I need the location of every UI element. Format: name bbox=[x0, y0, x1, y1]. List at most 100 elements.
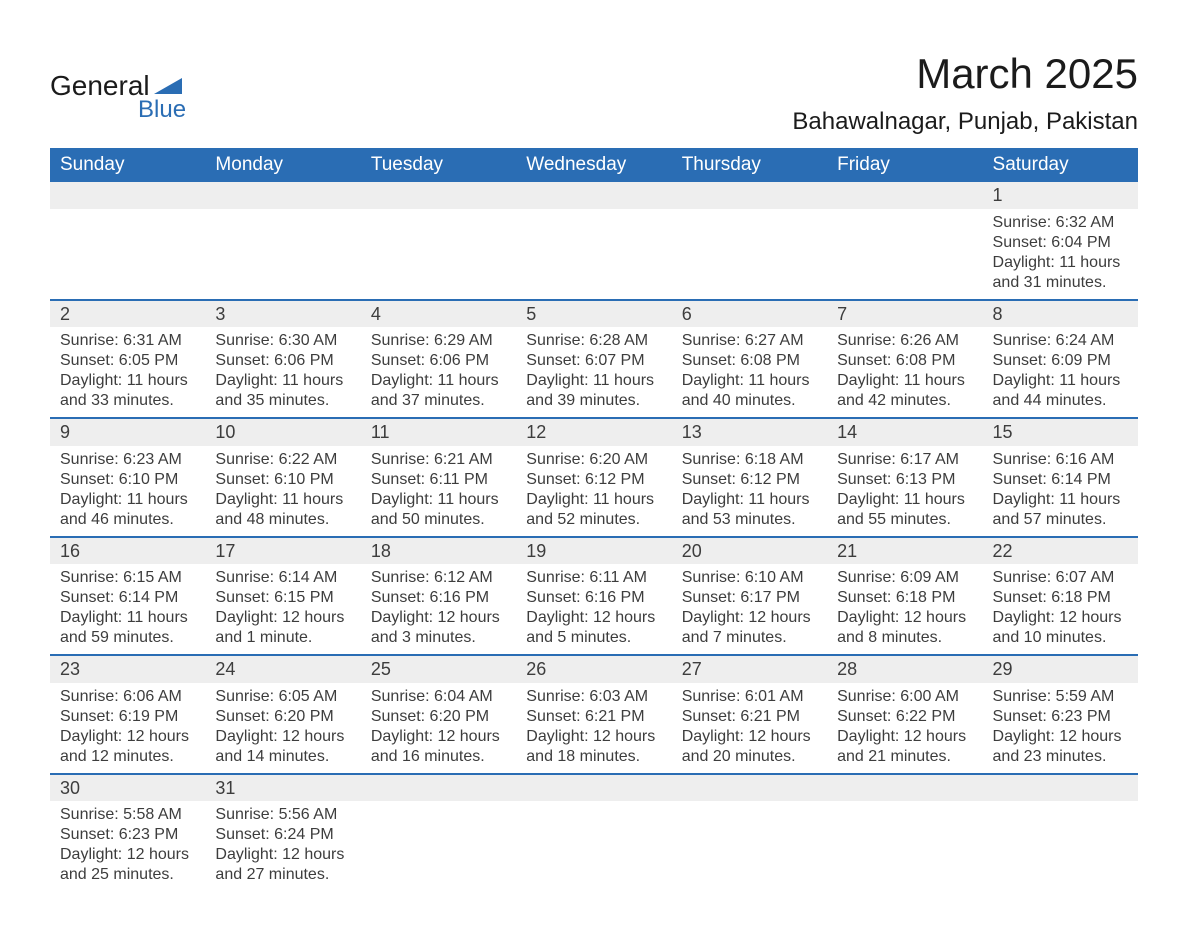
week-detail-row: Sunrise: 6:32 AMSunset: 6:04 PMDaylight:… bbox=[50, 209, 1138, 300]
sunrise-line: Sunrise: 6:21 AM bbox=[371, 450, 506, 470]
day-number-cell: 4 bbox=[361, 300, 516, 328]
logo-text-top: General bbox=[50, 70, 150, 102]
day-header: Saturday bbox=[983, 148, 1138, 182]
logo: General Blue bbox=[50, 70, 186, 124]
day-number-cell bbox=[516, 774, 671, 802]
day-detail-cell: Sunrise: 6:26 AMSunset: 6:08 PMDaylight:… bbox=[827, 327, 982, 418]
day-detail-cell: Sunrise: 6:20 AMSunset: 6:12 PMDaylight:… bbox=[516, 446, 671, 537]
daylight-line: Daylight: 11 hours and 42 minutes. bbox=[837, 371, 972, 411]
sunset-line: Sunset: 6:04 PM bbox=[993, 233, 1128, 253]
day-detail-cell: Sunrise: 6:11 AMSunset: 6:16 PMDaylight:… bbox=[516, 564, 671, 655]
day-number-cell: 18 bbox=[361, 537, 516, 565]
daylight-line: Daylight: 12 hours and 7 minutes. bbox=[682, 608, 817, 648]
sunrise-line: Sunrise: 6:14 AM bbox=[215, 568, 350, 588]
sunset-line: Sunset: 6:22 PM bbox=[837, 707, 972, 727]
daylight-line: Daylight: 12 hours and 21 minutes. bbox=[837, 727, 972, 767]
sunrise-line: Sunrise: 6:22 AM bbox=[215, 450, 350, 470]
day-number-cell: 16 bbox=[50, 537, 205, 565]
sunrise-line: Sunrise: 6:01 AM bbox=[682, 687, 817, 707]
daylight-line: Daylight: 11 hours and 44 minutes. bbox=[993, 371, 1128, 411]
sunset-line: Sunset: 6:14 PM bbox=[60, 588, 195, 608]
day-number-cell bbox=[827, 182, 982, 209]
day-number-cell bbox=[361, 182, 516, 209]
sunset-line: Sunset: 6:15 PM bbox=[215, 588, 350, 608]
sunset-line: Sunset: 6:05 PM bbox=[60, 351, 195, 371]
day-number-cell: 5 bbox=[516, 300, 671, 328]
sunrise-line: Sunrise: 6:26 AM bbox=[837, 331, 972, 351]
day-detail-cell: Sunrise: 6:15 AMSunset: 6:14 PMDaylight:… bbox=[50, 564, 205, 655]
day-number-cell: 8 bbox=[983, 300, 1138, 328]
day-detail-cell: Sunrise: 6:17 AMSunset: 6:13 PMDaylight:… bbox=[827, 446, 982, 537]
day-number-cell: 29 bbox=[983, 655, 1138, 683]
day-detail-cell: Sunrise: 6:07 AMSunset: 6:18 PMDaylight:… bbox=[983, 564, 1138, 655]
sunset-line: Sunset: 6:06 PM bbox=[215, 351, 350, 371]
day-number-cell: 6 bbox=[672, 300, 827, 328]
day-number-cell: 24 bbox=[205, 655, 360, 683]
sunrise-line: Sunrise: 6:16 AM bbox=[993, 450, 1128, 470]
sunset-line: Sunset: 6:20 PM bbox=[371, 707, 506, 727]
day-detail-cell: Sunrise: 6:29 AMSunset: 6:06 PMDaylight:… bbox=[361, 327, 516, 418]
sunrise-line: Sunrise: 6:23 AM bbox=[60, 450, 195, 470]
week-number-row: 3031 bbox=[50, 774, 1138, 802]
day-detail-cell: Sunrise: 6:24 AMSunset: 6:09 PMDaylight:… bbox=[983, 327, 1138, 418]
sunset-line: Sunset: 6:23 PM bbox=[993, 707, 1128, 727]
day-number-cell: 31 bbox=[205, 774, 360, 802]
day-number-cell: 25 bbox=[361, 655, 516, 683]
day-detail-cell bbox=[983, 801, 1138, 891]
daylight-line: Daylight: 11 hours and 40 minutes. bbox=[682, 371, 817, 411]
day-detail-cell: Sunrise: 6:10 AMSunset: 6:17 PMDaylight:… bbox=[672, 564, 827, 655]
sunrise-line: Sunrise: 6:04 AM bbox=[371, 687, 506, 707]
day-detail-cell: Sunrise: 6:21 AMSunset: 6:11 PMDaylight:… bbox=[361, 446, 516, 537]
day-number-cell: 21 bbox=[827, 537, 982, 565]
week-number-row: 23242526272829 bbox=[50, 655, 1138, 683]
sunrise-line: Sunrise: 6:27 AM bbox=[682, 331, 817, 351]
day-detail-cell: Sunrise: 6:09 AMSunset: 6:18 PMDaylight:… bbox=[827, 564, 982, 655]
sunrise-line: Sunrise: 6:06 AM bbox=[60, 687, 195, 707]
daylight-line: Daylight: 12 hours and 23 minutes. bbox=[993, 727, 1128, 767]
daylight-line: Daylight: 12 hours and 16 minutes. bbox=[371, 727, 506, 767]
sunrise-line: Sunrise: 5:59 AM bbox=[993, 687, 1128, 707]
sunset-line: Sunset: 6:11 PM bbox=[371, 470, 506, 490]
sunset-line: Sunset: 6:23 PM bbox=[60, 825, 195, 845]
sunrise-line: Sunrise: 6:20 AM bbox=[526, 450, 661, 470]
calendar-body: 1Sunrise: 6:32 AMSunset: 6:04 PMDaylight… bbox=[50, 182, 1138, 891]
day-detail-cell: Sunrise: 6:30 AMSunset: 6:06 PMDaylight:… bbox=[205, 327, 360, 418]
daylight-line: Daylight: 12 hours and 27 minutes. bbox=[215, 845, 350, 885]
sunrise-line: Sunrise: 5:58 AM bbox=[60, 805, 195, 825]
sunrise-line: Sunrise: 6:09 AM bbox=[837, 568, 972, 588]
daylight-line: Daylight: 11 hours and 59 minutes. bbox=[60, 608, 195, 648]
daylight-line: Daylight: 11 hours and 48 minutes. bbox=[215, 490, 350, 530]
day-detail-cell bbox=[827, 801, 982, 891]
day-number-cell: 20 bbox=[672, 537, 827, 565]
daylight-line: Daylight: 11 hours and 33 minutes. bbox=[60, 371, 195, 411]
daylight-line: Daylight: 12 hours and 12 minutes. bbox=[60, 727, 195, 767]
daylight-line: Daylight: 11 hours and 50 minutes. bbox=[371, 490, 506, 530]
daylight-line: Daylight: 12 hours and 20 minutes. bbox=[682, 727, 817, 767]
day-detail-cell bbox=[672, 801, 827, 891]
sunrise-line: Sunrise: 6:00 AM bbox=[837, 687, 972, 707]
day-header: Friday bbox=[827, 148, 982, 182]
week-number-row: 9101112131415 bbox=[50, 418, 1138, 446]
sunrise-line: Sunrise: 6:31 AM bbox=[60, 331, 195, 351]
sunset-line: Sunset: 6:19 PM bbox=[60, 707, 195, 727]
day-number-cell: 30 bbox=[50, 774, 205, 802]
day-detail-cell: Sunrise: 6:01 AMSunset: 6:21 PMDaylight:… bbox=[672, 683, 827, 774]
day-detail-cell: Sunrise: 6:22 AMSunset: 6:10 PMDaylight:… bbox=[205, 446, 360, 537]
daylight-line: Daylight: 12 hours and 18 minutes. bbox=[526, 727, 661, 767]
day-detail-cell: Sunrise: 6:04 AMSunset: 6:20 PMDaylight:… bbox=[361, 683, 516, 774]
daylight-line: Daylight: 11 hours and 39 minutes. bbox=[526, 371, 661, 411]
day-number-cell: 17 bbox=[205, 537, 360, 565]
day-number-cell: 14 bbox=[827, 418, 982, 446]
sunset-line: Sunset: 6:17 PM bbox=[682, 588, 817, 608]
day-detail-cell: Sunrise: 6:31 AMSunset: 6:05 PMDaylight:… bbox=[50, 327, 205, 418]
daylight-line: Daylight: 12 hours and 8 minutes. bbox=[837, 608, 972, 648]
sunset-line: Sunset: 6:08 PM bbox=[837, 351, 972, 371]
day-number-cell bbox=[361, 774, 516, 802]
day-number-cell: 27 bbox=[672, 655, 827, 683]
week-number-row: 16171819202122 bbox=[50, 537, 1138, 565]
sunrise-line: Sunrise: 6:11 AM bbox=[526, 568, 661, 588]
week-number-row: 1 bbox=[50, 182, 1138, 209]
day-number-cell bbox=[983, 774, 1138, 802]
logo-text-bottom: Blue bbox=[138, 96, 186, 124]
sunrise-line: Sunrise: 6:07 AM bbox=[993, 568, 1128, 588]
